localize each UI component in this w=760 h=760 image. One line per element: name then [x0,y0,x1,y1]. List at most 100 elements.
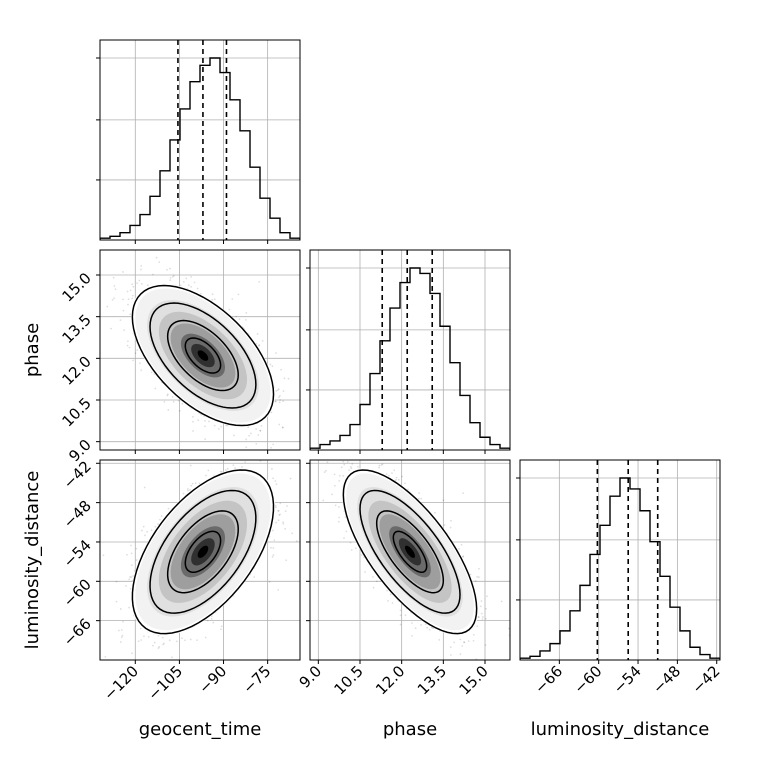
sample-point [162,643,165,646]
sample-point [287,377,290,380]
sample-point [128,606,130,609]
sample-point [140,283,143,285]
sample-point [276,389,279,392]
sample-point [256,333,259,335]
hist-grid-luminosity_distance [520,460,720,660]
sample-point [204,425,206,428]
sample-point [225,424,227,427]
sample-point [278,396,280,398]
sample-point [134,352,137,355]
sample-point [137,640,140,643]
sample-point [206,619,209,622]
sample-point [274,504,277,507]
sample-point [275,352,277,354]
sample-point [220,625,223,628]
sample-point [184,639,186,642]
sample-point [152,644,154,647]
sample-point [187,284,190,287]
sample-point [131,283,134,286]
sample-point [258,344,260,347]
sample-point [119,319,122,322]
sample-point [110,327,112,330]
sample-point [121,634,124,637]
sample-point [172,274,175,277]
sample-point [122,298,124,301]
sample-point [245,311,248,314]
sample-point [161,636,164,639]
sample-point [129,289,132,292]
histogram-luminosity_distance [520,477,720,660]
sample-point [259,429,262,432]
sample-point [285,559,288,562]
sample-point [102,554,105,557]
sample-point [130,576,133,578]
sample-point [130,552,133,555]
sample-point [248,434,250,437]
sample-point [147,636,150,638]
sample-point [126,344,129,347]
sample-point [231,298,234,300]
sample-point [213,424,216,427]
hist-frame-phase [309,249,511,451]
sample-point [138,279,141,282]
sample-point [228,308,231,311]
x-tick-label: −48 [649,662,684,697]
sample-point [122,309,125,312]
sample-point [259,429,262,432]
sample-point [238,318,241,320]
sample-point [212,621,215,624]
sample-point [112,276,115,279]
sample-point [295,540,298,543]
sample-point [157,647,160,649]
sample-point [154,525,157,528]
sample-point [258,344,261,346]
sample-point [245,318,247,321]
sample-point [271,468,273,470]
sample-point [271,529,274,532]
sample-point [211,298,214,301]
sample-point [155,256,158,259]
sample-point [278,514,281,516]
sample-point [270,546,272,549]
panel-geocent_time-luminosity_distance [102,456,300,659]
sample-point [204,420,206,422]
sample-point [128,578,131,581]
sample-point [277,509,280,512]
sample-point [247,426,250,429]
y-tick-label: 13.5 [58,311,94,347]
sample-point [199,292,202,295]
sample-point [167,409,170,411]
sample-point [274,400,277,403]
sample-point [118,629,120,632]
sample-point [142,525,145,528]
sample-point [122,620,124,623]
sample-point [273,539,276,542]
sample-point [178,409,181,412]
sample-point [204,438,207,441]
sample-point [211,293,214,296]
sample-point [277,519,280,522]
sample-point [226,467,229,470]
sample-point [196,287,199,290]
sample-point [131,294,134,297]
sample-point [146,284,149,287]
sample-point [278,423,281,426]
sample-point [258,280,261,283]
sample-point [130,544,132,547]
sample-point [150,371,153,374]
sample-point [151,273,154,276]
sample-point [167,507,170,510]
sample-point [278,394,281,397]
sample-point [157,523,159,525]
sample-point [126,553,128,556]
sample-point [261,456,263,458]
sample-point [123,329,126,332]
sample-point [197,419,200,422]
sample-point [282,523,285,525]
sample-point [244,461,247,463]
sample-point [177,399,180,402]
sample-point [113,297,115,300]
sample-point [281,426,284,429]
sample-point [127,303,129,306]
sample-point [307,410,309,412]
